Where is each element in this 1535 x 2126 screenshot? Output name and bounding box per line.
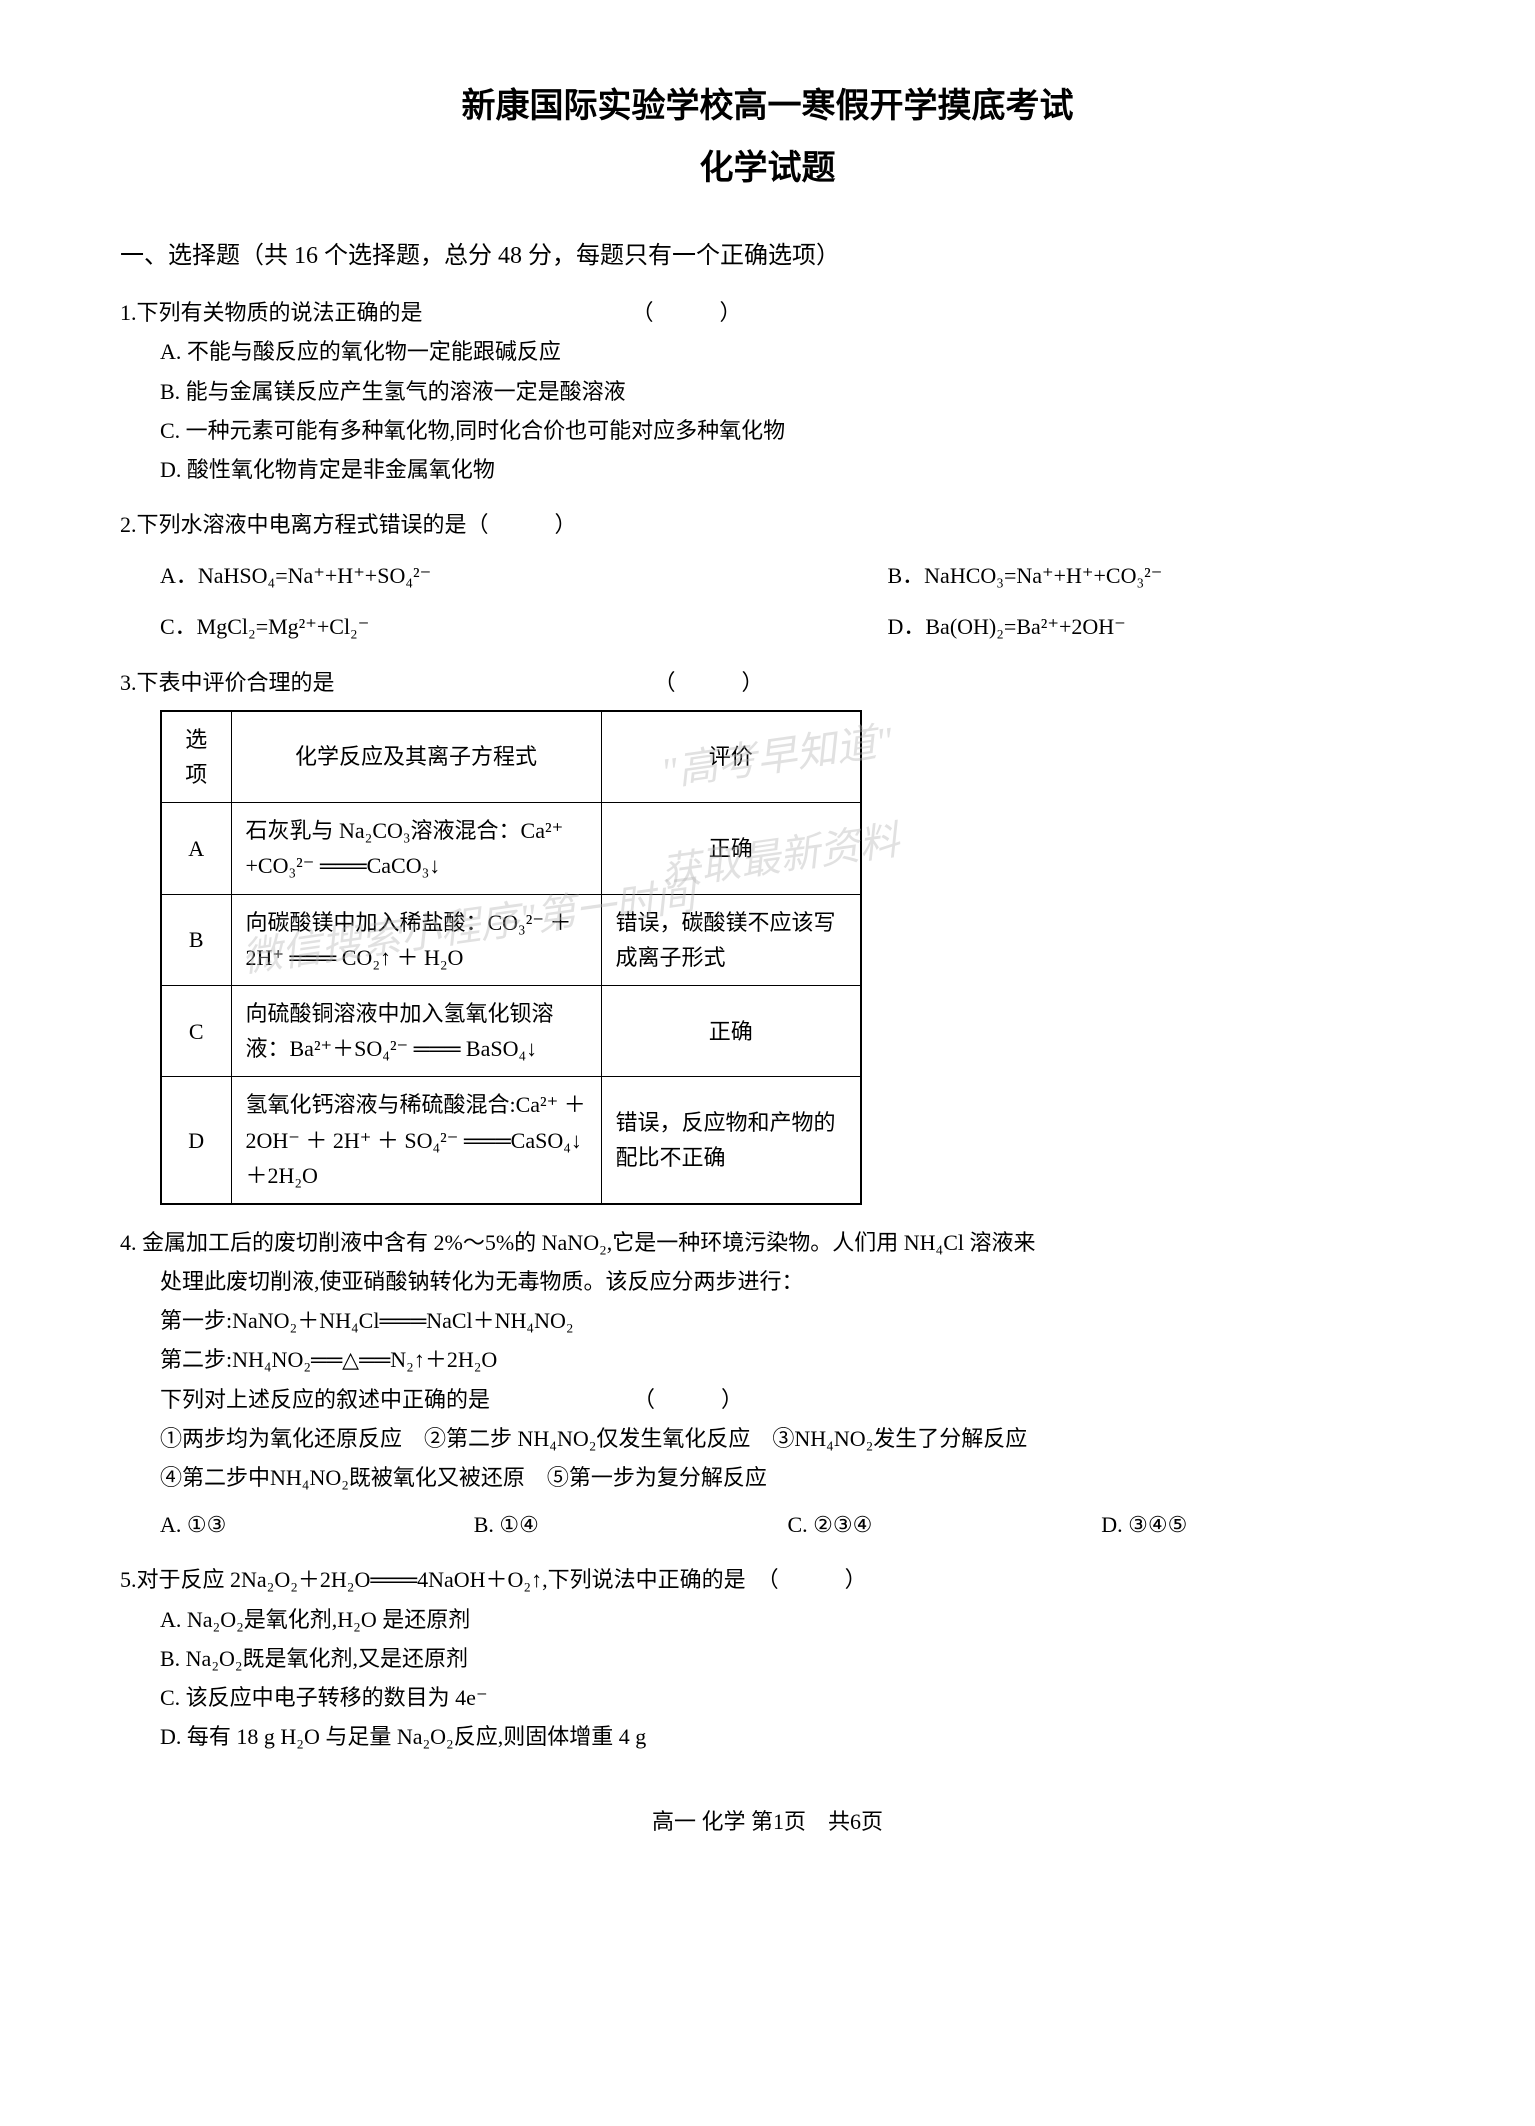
q5-option-d: D. 每有 18 g H₂O 与足量 Na₂O₂反应,则固体增重 4 g (120, 1719, 1415, 1754)
exam-title-main: 新康国际实验学校高一寒假开学摸底考试 (120, 80, 1415, 134)
row-a-opt: A (161, 803, 231, 894)
q2-stem: 2.下列水溶液中电离方程式错误的是（ ） (120, 507, 1415, 542)
page-footer: 高一 化学 第1页 共6页 (120, 1804, 1415, 1839)
question-2: 2.下列水溶液中电离方程式错误的是（ ） A．NaHSO₄=Na⁺+H⁺+SO₄… (120, 507, 1415, 645)
page-content: 新康国际实验学校高一寒假开学摸底考试 化学试题 一、选择题（共 16 个选择题，… (120, 80, 1415, 1840)
q4-line2: 处理此废切削液,使亚硝酸钠转化为无毒物质。该反应分两步进行： (120, 1264, 1415, 1299)
q4-option-b: B. ①④ (474, 1507, 788, 1542)
q1-option-d: D. 酸性氧化物肯定是非金属氧化物 (120, 452, 1415, 487)
q4-option-c: C. ②③④ (788, 1507, 1102, 1542)
q1-option-b: B. 能与金属镁反应产生氢气的溶液一定是酸溶液 (120, 374, 1415, 409)
row-b-reaction: 向碳酸镁中加入稀盐酸：CO₃²⁻ ＋ 2H⁺ ═══ CO₂↑ ＋ H₂O (231, 894, 601, 985)
row-a-eval: 正确 (601, 803, 861, 894)
q5-option-a: A. Na₂O₂是氧化剂,H₂O 是还原剂 (120, 1602, 1415, 1637)
q4-line5: ④第二步中NH₄NO₂既被氧化又被还原 ⑤第一步为复分解反应 (120, 1460, 1415, 1495)
table-row: B 向碳酸镁中加入稀盐酸：CO₃²⁻ ＋ 2H⁺ ═══ CO₂↑ ＋ H₂O … (161, 894, 861, 985)
table-row: A 石灰乳与 Na₂CO₃溶液混合：Ca²⁺ +CO₃²⁻ ═══CaCO₃↓ … (161, 803, 861, 894)
q1-option-c: C. 一种元素可能有多种氧化物,同时化合价也可能对应多种氧化物 (120, 413, 1415, 448)
row-d-eval: 错误，反应物和产物的配比不正确 (601, 1077, 861, 1204)
q4-step1: 第一步:NaNO₂＋NH₄Cl═══NaCl＋NH₄NO₂ (120, 1303, 1415, 1338)
row-c-reaction: 向硫酸铜溶液中加入氢氧化钡溶液：Ba²⁺＋SO₄²⁻ ═══ BaSO₄↓ (231, 985, 601, 1076)
exam-title-sub: 化学试题 (120, 142, 1415, 196)
row-b-opt: B (161, 894, 231, 985)
q4-option-a: A. ①③ (160, 1507, 474, 1542)
row-d-opt: D (161, 1077, 231, 1204)
q2-option-a: A．NaHSO₄=Na⁺+H⁺+SO₄²⁻ (160, 558, 688, 593)
q4-step2: 第二步:NH₄NO₂══△══N₂↑＋2H₂O (120, 1342, 1415, 1377)
table-row: D 氢氧化钙溶液与稀硫酸混合:Ca²⁺ ＋ 2OH⁻ ＋ 2H⁺ ＋ SO₄²⁻… (161, 1077, 861, 1204)
q3-stem: 3.下表中评价合理的是 （ ） (120, 665, 1415, 700)
question-4: 4. 金属加工后的废切削液中含有 2%～5%的 NaNO₂,它是一种环境污染物。… (120, 1225, 1415, 1543)
row-c-opt: C (161, 985, 231, 1076)
q4-option-d: D. ③④⑤ (1101, 1507, 1415, 1542)
question-1: 1.下列有关物质的说法正确的是 （ ） A. 不能与酸反应的氧化物一定能跟碱反应… (120, 295, 1415, 487)
q4-line1: 4. 金属加工后的废切削液中含有 2%～5%的 NaNO₂,它是一种环境污染物。… (120, 1225, 1415, 1260)
q2-option-c: C．MgCl₂=Mg²⁺+Cl₂⁻ (160, 609, 688, 644)
q4-line3: 下列对上述反应的叙述中正确的是 （ ） (120, 1382, 1415, 1417)
q1-option-a: A. 不能与酸反应的氧化物一定能跟碱反应 (120, 334, 1415, 369)
q2-option-b: B．NaHCO₃=Na⁺+H⁺+CO₃²⁻ (688, 558, 1416, 593)
th-option: 选项 (161, 711, 231, 803)
q2-option-d: D．Ba(OH)₂=Ba²⁺+2OH⁻ (688, 609, 1416, 644)
table-row: C 向硫酸铜溶液中加入氢氧化钡溶液：Ba²⁺＋SO₄²⁻ ═══ BaSO₄↓ … (161, 985, 861, 1076)
question-5: 5.对于反应 2Na₂O₂＋2H₂O═══4NaOH＋O₂↑,下列说法中正确的是… (120, 1562, 1415, 1754)
section-1-header: 一、选择题（共 16 个选择题，总分 48 分，每题只有一个正确选项） (120, 237, 1415, 275)
q5-option-b: B. Na₂O₂既是氧化剂,又是还原剂 (120, 1641, 1415, 1676)
q5-stem: 5.对于反应 2Na₂O₂＋2H₂O═══4NaOH＋O₂↑,下列说法中正确的是… (120, 1562, 1415, 1597)
q5-option-c: C. 该反应中电子转移的数目为 4e⁻ (120, 1680, 1415, 1715)
question-3: 3.下表中评价合理的是 （ ） 选项 化学反应及其离子方程式 评价 A 石灰乳与… (120, 665, 1415, 1205)
q3-table: 选项 化学反应及其离子方程式 评价 A 石灰乳与 Na₂CO₃溶液混合：Ca²⁺… (160, 710, 862, 1205)
row-a-reaction: 石灰乳与 Na₂CO₃溶液混合：Ca²⁺ +CO₃²⁻ ═══CaCO₃↓ (231, 803, 601, 894)
th-reaction: 化学反应及其离子方程式 (231, 711, 601, 803)
row-b-eval: 错误，碳酸镁不应该写成离子形式 (601, 894, 861, 985)
q4-line4: ①两步均为氧化还原反应 ②第二步 NH₄NO₂仅发生氧化反应 ③NH₄NO₂发生… (120, 1421, 1415, 1456)
th-eval: 评价 (601, 711, 861, 803)
q1-stem: 1.下列有关物质的说法正确的是 （ ） (120, 295, 1415, 330)
row-c-eval: 正确 (601, 985, 861, 1076)
row-d-reaction: 氢氧化钙溶液与稀硫酸混合:Ca²⁺ ＋ 2OH⁻ ＋ 2H⁺ ＋ SO₄²⁻ ═… (231, 1077, 601, 1204)
